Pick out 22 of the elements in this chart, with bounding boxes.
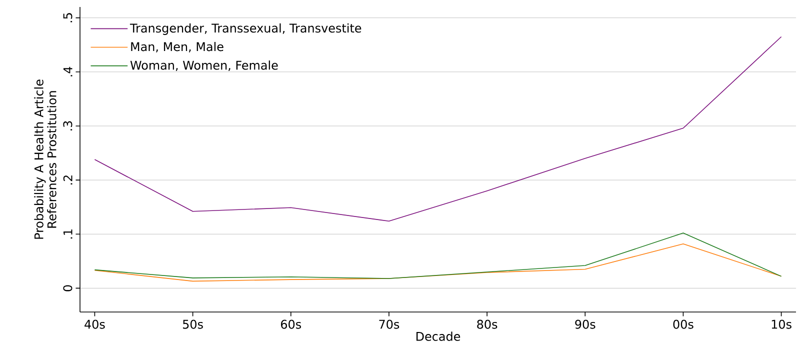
x-tick-label: 90s bbox=[575, 320, 596, 329]
line-series bbox=[94, 243, 782, 282]
legend-label: Woman, Women, Female bbox=[130, 60, 278, 71]
y-tick-label: .1 bbox=[64, 230, 72, 239]
y-axis-title: Probability A Health Article References Prostitution bbox=[34, 80, 56, 239]
y-tick-label: .5 bbox=[63, 13, 72, 22]
line-series bbox=[94, 232, 782, 279]
x-tick-label: 10s bbox=[772, 320, 792, 329]
x-tick-label: 40s bbox=[84, 320, 105, 329]
x-tick-label: 70s bbox=[379, 320, 400, 329]
x-tick-label: 80s bbox=[477, 320, 498, 329]
y-tick-label: .4 bbox=[64, 66, 72, 76]
x-tick-label: 00s bbox=[673, 320, 694, 329]
x-tick-label: 60s bbox=[280, 320, 302, 329]
x-tick-label: 50s bbox=[182, 320, 203, 329]
line-series bbox=[94, 36, 782, 222]
x-axis-title: Decade bbox=[416, 332, 460, 341]
y-tick-label: 0 bbox=[63, 285, 72, 292]
legend-label: Transgender, Transsexual, Transvestite bbox=[130, 23, 362, 35]
y-tick-label: .2 bbox=[63, 176, 72, 184]
y-tick-label: .3 bbox=[63, 121, 72, 130]
legend-label: Man, Men, Male bbox=[131, 42, 224, 52]
